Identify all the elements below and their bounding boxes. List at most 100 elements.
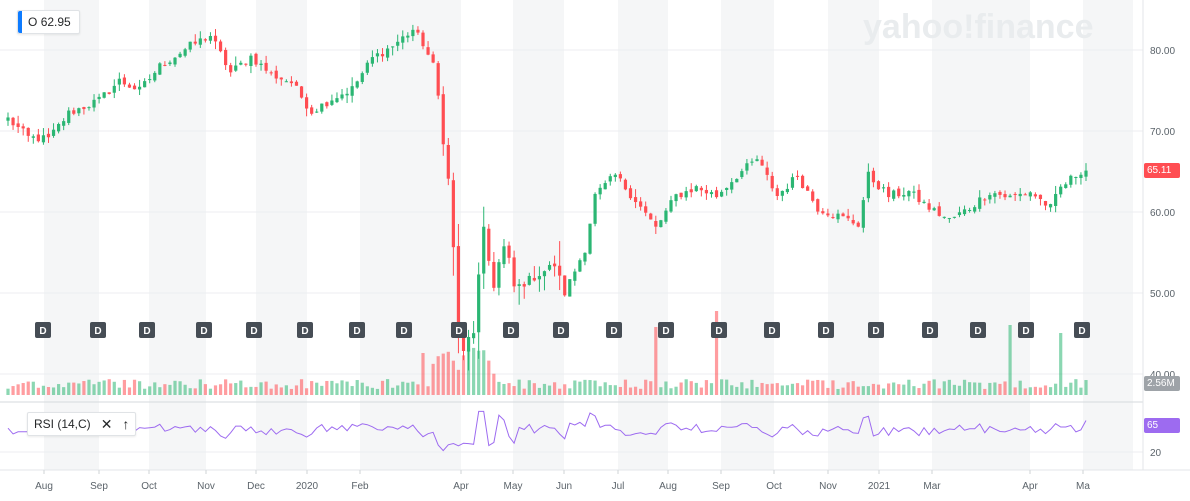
volume-bar — [446, 351, 450, 395]
volume-bar — [97, 381, 101, 395]
time-tick-label: Aug — [659, 481, 677, 492]
volume-bar — [957, 385, 962, 395]
candle-body — [517, 284, 521, 287]
candle-body — [618, 174, 622, 179]
dividend-marker[interactable] — [658, 322, 674, 338]
dividend-marker[interactable] — [503, 322, 519, 338]
dividend-marker-label: D — [768, 326, 775, 337]
dividend-marker[interactable] — [1018, 322, 1034, 338]
dividend-marker[interactable] — [818, 322, 834, 338]
volume-bar — [988, 382, 992, 395]
volume-bar — [537, 387, 542, 395]
volume-bar — [664, 381, 668, 395]
time-tick-label: Sep — [90, 481, 108, 492]
candle-body — [1003, 194, 1007, 198]
candle-body — [897, 188, 901, 197]
dividend-marker[interactable] — [553, 322, 569, 338]
candle-body — [335, 98, 339, 103]
candle-body — [952, 216, 957, 218]
dividend-marker[interactable] — [246, 322, 262, 338]
candle-body — [659, 220, 663, 228]
candle-body — [112, 85, 116, 93]
dividend-marker[interactable] — [606, 322, 622, 338]
month-band — [618, 0, 668, 470]
candle-body — [284, 81, 288, 83]
volume-bar — [912, 386, 916, 395]
candle-body — [532, 277, 536, 281]
volume-bar — [851, 381, 855, 395]
volume-bar — [193, 388, 197, 395]
dividend-marker[interactable] — [349, 322, 365, 338]
dividend-marker[interactable] — [297, 322, 313, 338]
price-tick-label: 80.00 — [1150, 46, 1175, 57]
volume-bar — [689, 381, 693, 395]
arrow-up-icon[interactable]: ↑ — [122, 416, 130, 432]
volume-bar — [876, 384, 881, 395]
candle-body — [988, 195, 992, 200]
candle-body — [431, 54, 435, 63]
open-label: O — [28, 15, 38, 29]
candle-body — [912, 191, 916, 193]
dividend-marker[interactable] — [764, 322, 780, 338]
volume-bar — [922, 383, 926, 395]
candle-body — [628, 188, 633, 199]
dividend-marker[interactable] — [139, 322, 155, 338]
candle-body — [360, 73, 364, 82]
candle-body — [127, 84, 132, 88]
dividend-marker[interactable] — [35, 322, 51, 338]
time-tick-label: Apr — [1022, 481, 1038, 492]
candle-body — [117, 78, 121, 85]
time-tick-label: Aug — [35, 481, 53, 492]
volume-bar — [532, 383, 536, 395]
dividend-marker-label: D — [507, 326, 514, 337]
volume-bar — [117, 387, 121, 395]
volume-bar — [750, 379, 754, 395]
candle-body — [512, 257, 516, 287]
dividend-marker[interactable] — [711, 322, 727, 338]
candle-body — [102, 92, 106, 98]
volume-bar — [31, 381, 35, 395]
candle-body — [239, 62, 243, 65]
dividend-marker[interactable] — [1074, 322, 1090, 338]
price-tick-label: 50.00 — [1150, 289, 1175, 300]
rsi-indicator-box[interactable]: RSI (14,C) ✕ ↑ — [27, 412, 137, 436]
candle-body — [826, 213, 830, 216]
dividend-marker[interactable] — [196, 322, 212, 338]
volume-bar — [806, 379, 810, 395]
dividend-marker[interactable] — [970, 322, 986, 338]
volume-bar — [846, 382, 850, 395]
volume-bar — [669, 388, 673, 395]
dividend-marker[interactable] — [451, 322, 467, 338]
volume-bar — [305, 388, 309, 395]
volume-bar — [871, 383, 876, 395]
dividend-marker[interactable] — [922, 322, 938, 338]
candle-body — [851, 219, 855, 224]
candle-body — [11, 117, 15, 126]
candle-body — [406, 35, 410, 38]
time-tick-label: 2021 — [868, 481, 891, 492]
month-band — [44, 0, 99, 470]
candle-body — [163, 64, 167, 66]
time-tick-label: Sep — [712, 481, 730, 492]
volume-bar — [740, 382, 744, 395]
volume-bar — [127, 387, 132, 395]
volume-bar — [315, 382, 319, 395]
dividend-marker[interactable] — [396, 322, 412, 338]
candle-body — [775, 188, 779, 196]
volume-bar — [881, 388, 886, 395]
close-icon[interactable]: ✕ — [100, 416, 113, 432]
candle-body — [421, 32, 425, 47]
volume-bar — [426, 386, 430, 395]
volume-bar — [831, 380, 835, 395]
volume-bar — [1069, 382, 1073, 395]
volume-bar — [294, 385, 299, 395]
volume-bar — [41, 385, 46, 395]
candle-body — [669, 200, 673, 212]
volume-bar — [866, 386, 870, 395]
volume-bar — [16, 384, 20, 395]
candle-body — [137, 86, 142, 90]
dividend-marker[interactable] — [90, 322, 106, 338]
dividend-marker[interactable] — [868, 322, 884, 338]
